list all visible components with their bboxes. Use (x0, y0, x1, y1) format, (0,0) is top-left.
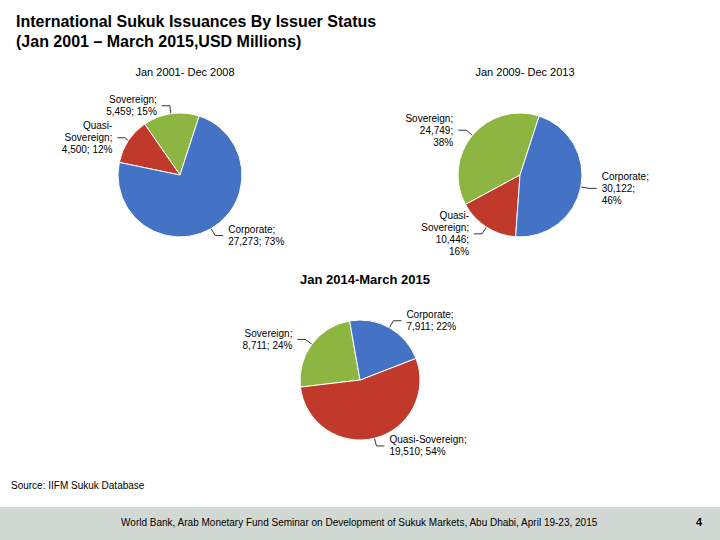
svg-text:38%: 38% (433, 137, 453, 148)
svg-text:10,446;: 10,446; (436, 234, 469, 245)
svg-text:Corporate;: Corporate; (406, 309, 453, 320)
svg-text:Source: IIFM Sukuk Database: Source: IIFM Sukuk Database (11, 480, 145, 491)
svg-text:Sovereign;: Sovereign; (109, 94, 157, 105)
svg-text:Sovereign;: Sovereign; (245, 328, 293, 339)
svg-text:Quasi-: Quasi- (440, 210, 469, 221)
svg-text:Jan 2009- Dec 2013: Jan 2009- Dec 2013 (475, 66, 574, 78)
svg-text:(Jan 2001 – March 2015,USD Mil: (Jan 2001 – March 2015,USD Millions) (16, 33, 301, 50)
svg-text:19,510; 54%: 19,510; 54% (389, 446, 445, 457)
svg-text:4: 4 (696, 516, 703, 528)
svg-text:8,711; 24%: 8,711; 24% (243, 340, 293, 351)
svg-text:Quasi-Sovereign;: Quasi-Sovereign; (389, 434, 466, 445)
svg-text:30,122;: 30,122; (602, 183, 635, 194)
svg-text:Quasi-: Quasi- (83, 120, 112, 131)
svg-text:Sovereign;: Sovereign; (421, 222, 469, 233)
svg-text:Jan 2014-March 2015: Jan 2014-March 2015 (300, 272, 430, 287)
svg-text:16%: 16% (449, 246, 469, 257)
svg-text:World Bank, Arab Monetary Fund: World Bank, Arab Monetary Fund Seminar o… (121, 517, 598, 528)
svg-text:7,911; 22%: 7,911; 22% (406, 321, 456, 332)
svg-text:Sovereign;: Sovereign; (65, 132, 113, 143)
svg-text:24,749;: 24,749; (420, 125, 453, 136)
svg-text:46%: 46% (602, 195, 622, 206)
svg-text:Corporate;: Corporate; (602, 171, 649, 182)
svg-text:Jan 2001- Dec 2008: Jan 2001- Dec 2008 (135, 66, 234, 78)
svg-text:27,273; 73%: 27,273; 73% (228, 236, 284, 247)
svg-text:International Sukuk Issuances: International Sukuk Issuances By Issuer … (16, 13, 376, 30)
svg-text:5,459; 15%: 5,459; 15% (106, 106, 157, 117)
svg-text:4,500; 12%: 4,500; 12% (62, 144, 113, 155)
svg-text:Corporate;: Corporate; (228, 224, 275, 235)
svg-text:Sovereign;: Sovereign; (405, 113, 453, 124)
